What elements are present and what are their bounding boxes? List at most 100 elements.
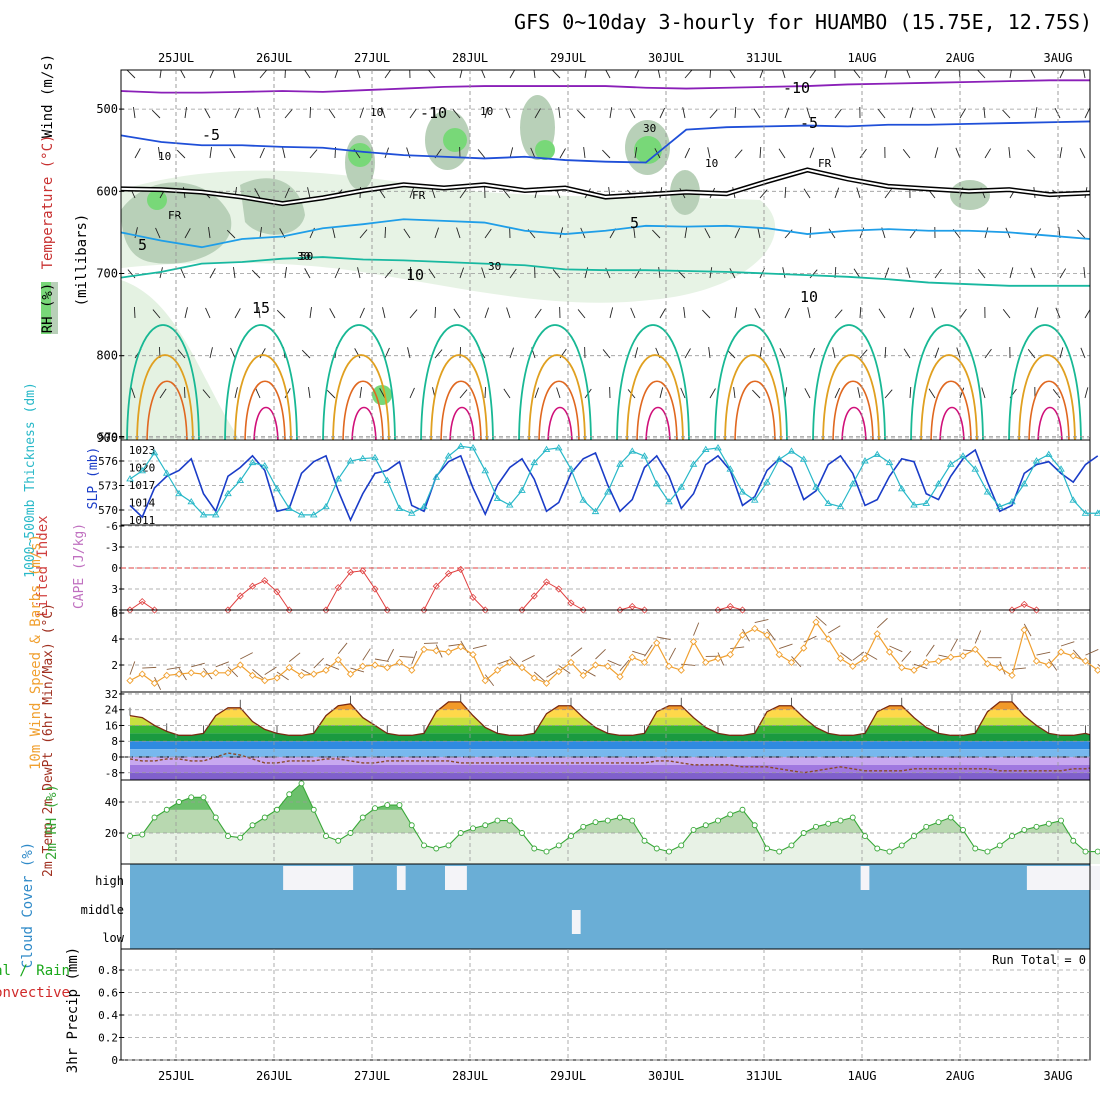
wind-speed-point [187, 669, 195, 677]
upper-wind-barb [558, 107, 561, 119]
rh2m-point [200, 794, 207, 801]
freezing-label: FR [818, 157, 832, 170]
upper-wind-barb [1009, 70, 1012, 79]
cloud-clear-block [396, 866, 406, 890]
upper-wind-barb [659, 387, 664, 399]
upper-wind-barb [984, 348, 992, 359]
upper-wind-barb [209, 70, 215, 79]
upper-wind-barb [259, 147, 265, 159]
lifted-index-point [273, 588, 281, 596]
upper-wind-barb [884, 389, 893, 399]
isotherm-10 [121, 256, 1090, 287]
wind-barb [583, 669, 596, 677]
upper-wind-barb [284, 267, 287, 279]
warm-isotherm [714, 324, 788, 440]
rh-shade-green [348, 143, 372, 167]
wind-speed-point [836, 654, 845, 663]
warm-isotherm [616, 324, 690, 440]
rh-shade-green [147, 190, 167, 210]
upper-wind-barb [505, 107, 511, 119]
upper-wind-barb [734, 227, 741, 239]
rh2m-point [176, 799, 182, 805]
upper-wind-barb [959, 108, 967, 119]
upper-wind-barb [257, 107, 261, 119]
upper-wind-barb [680, 387, 686, 399]
thickness-point [358, 454, 367, 461]
rh2m-point [286, 791, 293, 798]
wind-speed-point [885, 648, 894, 656]
upper-wind-barb [230, 347, 236, 359]
wind-barb [411, 650, 418, 665]
wind-speed-point [702, 658, 710, 667]
upper-wind-barb [759, 189, 768, 199]
y-tick-label: 900 [96, 431, 118, 445]
rh2m-point [188, 794, 195, 801]
rh2m-point [151, 814, 158, 821]
upper-wind-barb [1052, 389, 1061, 399]
upper-wind-barb [634, 147, 638, 159]
rh-contour-label: 10 [370, 106, 383, 119]
wind-barb [766, 628, 776, 641]
thickness-point [309, 511, 318, 518]
y-tick-label: 4 [111, 633, 118, 646]
rh2m-point [225, 833, 231, 840]
upper-wind-barb [459, 267, 465, 279]
wind-barb [1036, 651, 1051, 656]
lifted-index-point [1020, 600, 1028, 608]
upper-wind-barb [629, 108, 636, 119]
upper-wind-barb [133, 107, 136, 119]
rh2m-point [543, 848, 550, 855]
rh2m-point [617, 814, 623, 821]
y-tick-label: 32 [105, 688, 118, 701]
upper-wind-barb [284, 109, 293, 119]
wind-barb [1097, 663, 1100, 667]
thickness-point [1057, 465, 1065, 472]
rh2m-point [776, 848, 783, 855]
upper-wind-barb [502, 189, 511, 199]
rh2m-point [261, 814, 268, 821]
y-tick-label: 0 [111, 751, 118, 764]
wind-barb [129, 661, 136, 675]
upper-wind-barb [255, 387, 261, 399]
thickness-point [126, 475, 134, 482]
wind-speed-point [371, 661, 379, 669]
upper-wind-barb [734, 149, 743, 159]
y-tick-label: 0.6 [98, 987, 118, 1000]
upper-wind-barb [334, 70, 339, 79]
thickness-point [567, 465, 575, 472]
upper-wind-barb [684, 70, 693, 79]
thickness-point [1044, 450, 1053, 457]
upper-wind-barb [909, 386, 912, 399]
warm-isotherm [841, 406, 867, 440]
upper-wind-barb [359, 387, 362, 399]
upper-wind-barb [809, 269, 818, 279]
wind-axis-label: Wind (m/s) [40, 54, 56, 138]
upper-wind-barb [155, 227, 161, 239]
upper-wind-barb [853, 70, 861, 79]
upper-wind-barb [1030, 70, 1036, 79]
upper-wind-barb [232, 70, 236, 79]
upper-wind-barb [1079, 147, 1086, 159]
upper-wind-barb [984, 227, 989, 239]
wind-speed-point [322, 666, 330, 674]
rh-shade-green [372, 385, 392, 405]
warm-isotherm [930, 380, 972, 440]
lifted-index-point [640, 606, 649, 614]
upper-wind-barb [1059, 147, 1063, 159]
wind-barb [693, 622, 700, 636]
rh2m-point [1070, 837, 1077, 844]
rh2m-point [604, 817, 611, 824]
upper-wind-barb [409, 309, 418, 319]
wind-barb [852, 651, 865, 661]
slp-axis-label: SLP (mb) [86, 447, 101, 510]
upper-wind-barb [1002, 109, 1011, 119]
wind-speed-point [653, 639, 661, 647]
upper-wind-barb [184, 307, 188, 319]
upper-wind-barb [229, 148, 236, 159]
rh-shade-mid [950, 180, 990, 210]
thickness-line [129, 445, 1100, 516]
wind-barb [668, 647, 676, 661]
isotherm--5 [121, 120, 1090, 164]
chart-title: GFS 0~10day 3-hourly for HUAMBO (15.75E,… [514, 10, 1092, 34]
